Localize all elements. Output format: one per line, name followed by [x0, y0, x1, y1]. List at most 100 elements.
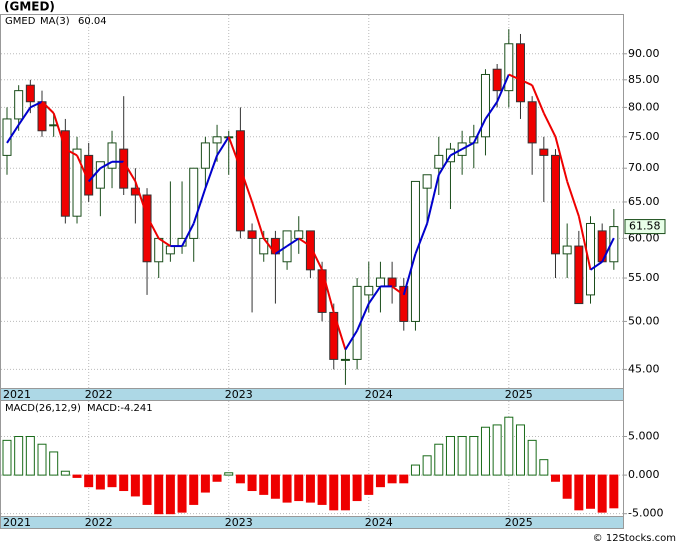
ma-line [542, 112, 557, 138]
macd-bar [84, 474, 94, 488]
candle-body [305, 230, 315, 271]
last-price-box [624, 219, 666, 235]
x-tick-label: 2021 [3, 516, 31, 529]
candle-body [422, 174, 432, 189]
candle-body [84, 154, 94, 196]
footer: © 12Stocks.com [593, 533, 676, 544]
macd-bar [562, 474, 572, 499]
candle-body [154, 237, 164, 263]
ma-line [589, 260, 603, 271]
ma-line [29, 100, 43, 109]
candle-body [95, 161, 105, 189]
macd-bar [282, 474, 292, 503]
ma-line [344, 330, 358, 351]
ma-line [356, 303, 370, 332]
ma-line [146, 215, 160, 239]
macd-bar [527, 439, 537, 476]
ma-line [332, 312, 347, 350]
macd-bar [305, 474, 315, 503]
ma-line [134, 181, 148, 217]
macd-bar [340, 474, 350, 511]
ma-line [52, 112, 67, 150]
ma-line [554, 136, 569, 182]
candle-body [189, 167, 199, 239]
macd-bar [492, 424, 502, 476]
x-tick-label: 2025 [505, 516, 533, 529]
ma-line [601, 237, 615, 263]
ma-line [391, 285, 405, 296]
y-tick-label: 45.00 [628, 362, 660, 375]
macd-bar [224, 472, 234, 476]
x-tick-label: 2025 [505, 388, 533, 401]
ma-line [309, 245, 323, 271]
price-panel [0, 14, 624, 389]
x-tick-label: 2022 [85, 516, 113, 529]
candle-body [387, 277, 397, 287]
candle-body [364, 285, 374, 296]
macd-bar [72, 474, 82, 478]
candle-body [562, 245, 572, 255]
macd-bar [317, 474, 327, 505]
candle-body [294, 230, 304, 239]
candle-body [119, 148, 129, 189]
macd-bar [375, 474, 385, 488]
ma-line [298, 237, 311, 247]
ma-line [508, 73, 521, 81]
y-tick-label: 55.00 [628, 271, 660, 284]
macd-bar [445, 436, 455, 476]
candle-body [37, 101, 47, 132]
macd-bar [434, 443, 444, 476]
candle-body [142, 194, 152, 263]
macd-bar [597, 474, 607, 513]
candle-body [270, 237, 280, 255]
candle-body [340, 358, 350, 361]
ma-line [41, 101, 55, 114]
ma-line [426, 174, 440, 224]
candle-body [515, 43, 525, 103]
ma-line [472, 118, 487, 144]
macd-bar [387, 474, 397, 484]
legend-ma-name: MA(3) [40, 16, 70, 27]
macd-bar [119, 474, 129, 492]
y-tick-label: 70.00 [628, 161, 660, 174]
macd-bar [399, 474, 409, 484]
macd-bar [130, 474, 140, 497]
candle-body [60, 130, 70, 217]
ma-line [251, 201, 265, 239]
candle-body [25, 84, 35, 103]
ma-line [17, 106, 32, 126]
ma-line [64, 148, 78, 157]
candle-body [165, 245, 175, 255]
macd-bar [60, 470, 70, 476]
ma-line [531, 84, 545, 114]
y-tick-label: 75.00 [628, 130, 660, 143]
macd-bar [49, 451, 59, 476]
candle-body [492, 68, 502, 92]
x-tick-label: 2021 [3, 388, 31, 401]
ma-line [274, 245, 288, 255]
macd-bar [247, 474, 257, 492]
macd-bar [270, 474, 280, 499]
x-tick-label: 2023 [225, 516, 253, 529]
last-price-label: 61.58 [629, 220, 661, 233]
ma-line [6, 124, 20, 144]
candle-body [14, 90, 24, 120]
legend-macd-name: MACD(26,12,9) [5, 403, 81, 414]
legend-ma-value: 60.04 [78, 16, 107, 27]
candle-body [504, 43, 514, 92]
candle-body [247, 230, 257, 239]
y-tick-label: -5.000 [628, 507, 663, 520]
y-tick-label: 90.00 [628, 47, 660, 60]
year-strip [0, 516, 624, 529]
candle-body [399, 285, 409, 322]
ma-line [577, 215, 592, 271]
macd-bar [574, 474, 584, 511]
ma-line [496, 74, 510, 103]
macd-bar [212, 474, 222, 482]
macd-bar [480, 426, 490, 476]
ma-line [437, 154, 452, 176]
macd-bar [25, 436, 35, 476]
y-tick-label: 0.000 [628, 468, 660, 481]
macd-bar [37, 443, 47, 476]
macd-bar [165, 474, 175, 515]
